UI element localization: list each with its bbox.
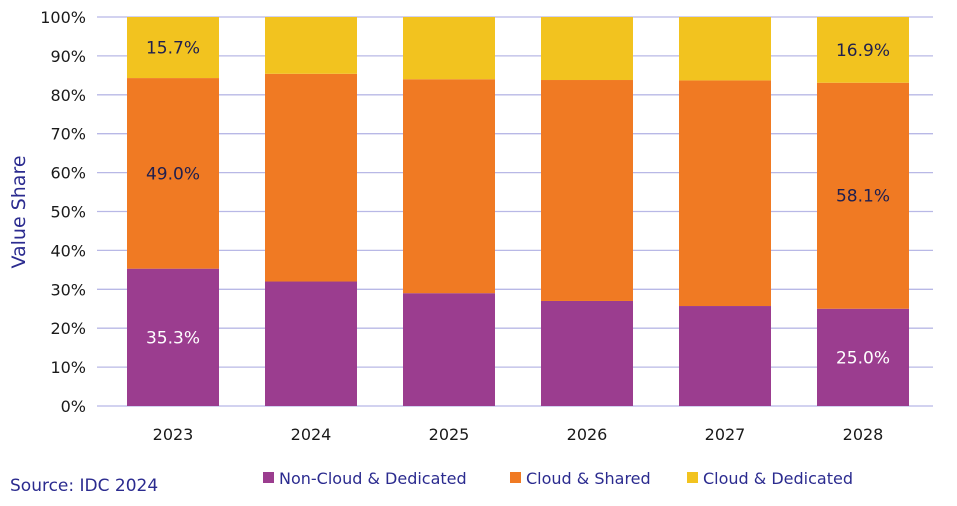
bar-segment <box>403 293 495 406</box>
bar-segment <box>679 306 771 406</box>
bar-segment <box>541 80 633 301</box>
data-label: 25.0% <box>836 348 890 368</box>
bar-segment <box>403 79 495 294</box>
y-tick-label: 80% <box>50 86 86 105</box>
y-tick-label: 10% <box>50 358 86 377</box>
data-label: 58.1% <box>836 187 890 207</box>
bar-segment <box>541 300 633 406</box>
bars <box>127 17 909 406</box>
y-axis-title: Value Share <box>8 155 30 268</box>
bar-segment <box>817 82 909 309</box>
legend-label: Cloud & Shared <box>526 469 651 488</box>
bar-segment <box>817 308 909 406</box>
bar-segment <box>265 281 357 406</box>
y-tick-label: 100% <box>40 8 86 27</box>
x-tick-label: 2024 <box>291 425 332 444</box>
gridlines <box>97 16 933 407</box>
bar-segment <box>679 80 771 307</box>
bar-segment <box>127 268 219 406</box>
bar-segment <box>817 17 909 83</box>
y-tick-label: 20% <box>50 319 86 338</box>
y-tick-label: 50% <box>50 203 86 222</box>
y-tick-label: 0% <box>61 397 86 416</box>
x-tick-label: 2026 <box>567 425 608 444</box>
data-label: 15.7% <box>146 39 200 59</box>
data-labels: 35.3% 49.0% 15.7% 25.0% 58.1% 16.9% <box>146 39 890 369</box>
data-label: 49.0% <box>146 164 200 184</box>
x-tick-label: 2028 <box>843 425 884 444</box>
y-tick-label: 60% <box>50 164 86 183</box>
legend-swatch <box>263 472 274 483</box>
source-note: Source: IDC 2024 <box>10 476 159 496</box>
bar-segment <box>127 17 219 79</box>
legend-swatch <box>510 472 521 483</box>
data-label: 16.9% <box>836 41 890 61</box>
x-tick-labels: 2023 2024 2025 2026 2027 2028 <box>153 425 884 444</box>
x-tick-label: 2025 <box>429 425 470 444</box>
bar-segment <box>265 73 357 282</box>
bar-segment <box>541 17 633 81</box>
y-tick-labels: 0% 10% 20% 30% 40% 50% 60% 70% 80% 90% 100% <box>40 8 86 416</box>
legend: Non-Cloud & Dedicated Cloud & Shared Cloud… <box>263 469 853 488</box>
bar-segment <box>679 17 771 81</box>
legend-swatch <box>687 472 698 483</box>
y-tick-label: 30% <box>50 280 86 299</box>
bar-segment <box>403 17 495 80</box>
bar-segment <box>127 78 219 269</box>
bar-segment <box>265 17 357 74</box>
legend-label: Cloud & Dedicated <box>703 469 853 488</box>
legend-label: Non-Cloud & Dedicated <box>279 469 467 488</box>
data-label: 35.3% <box>146 328 200 348</box>
y-tick-label: 40% <box>50 241 86 260</box>
x-tick-label: 2027 <box>705 425 746 444</box>
y-tick-label: 70% <box>50 125 86 144</box>
x-tick-label: 2023 <box>153 425 194 444</box>
y-tick-label: 90% <box>50 47 86 66</box>
